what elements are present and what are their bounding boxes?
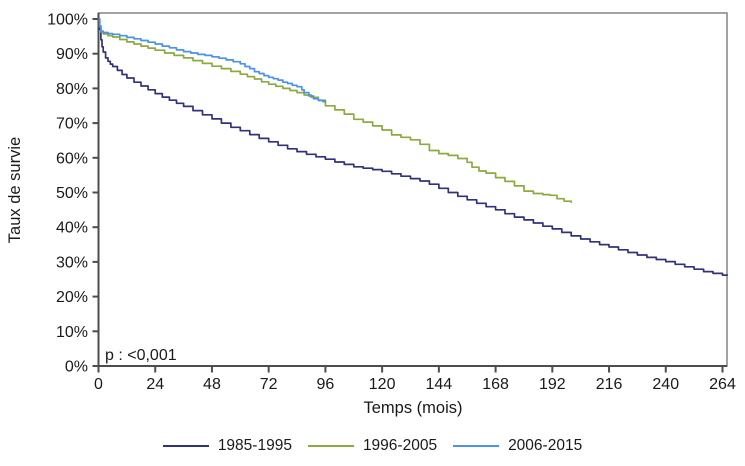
- legend: 1985-1995 1996-2005 2006-2015: [0, 437, 745, 455]
- p-value-annotation: p : <0,001: [105, 347, 177, 364]
- legend-swatch: [162, 445, 209, 447]
- y-tick-label: 90%: [56, 46, 88, 63]
- x-tick-label: 96: [317, 376, 335, 393]
- legend-item-2006-2015: 2006-2015: [453, 437, 582, 455]
- legend-swatch: [453, 445, 500, 447]
- x-tick-label: 144: [426, 376, 453, 393]
- x-tick-label: 48: [203, 376, 221, 393]
- curve-1985-1995: [98, 18, 729, 276]
- x-axis-title: Temps (mois): [363, 399, 462, 417]
- y-tick-label: 70%: [56, 116, 88, 133]
- y-tick-label: 0%: [65, 359, 88, 376]
- y-tick-label: 10%: [56, 324, 88, 341]
- plot-border: [97, 12, 728, 367]
- x-axis-ticks: 0 24 48 72 96 120 144 168 192 216 240 264: [94, 366, 736, 393]
- y-axis-title: Taux de survie: [6, 137, 24, 243]
- y-tick-label: 50%: [56, 185, 88, 202]
- y-tick-label: 80%: [56, 81, 88, 98]
- legend-label: 1996-2005: [362, 437, 438, 454]
- x-tick-label: 216: [596, 376, 623, 393]
- y-tick-label: 100%: [47, 12, 88, 29]
- x-tick-label: 0: [94, 376, 103, 393]
- legend-swatch: [307, 445, 354, 447]
- curve-2006-2015: [98, 18, 327, 103]
- x-tick-label: 168: [482, 376, 509, 393]
- x-tick-label: 72: [260, 376, 278, 393]
- y-axis-ticks: 0% 10% 20% 30% 40% 50% 60% 70% 80% 90% 100%: [47, 12, 99, 376]
- x-tick-label: 120: [369, 376, 396, 393]
- y-tick-label: 60%: [56, 150, 88, 167]
- x-tick-label: 192: [539, 376, 566, 393]
- y-tick-label: 40%: [56, 220, 88, 237]
- legend-item-1985-1995: 1985-1995: [162, 437, 292, 455]
- curve-1996-2005: [98, 18, 573, 203]
- legend-label: 2006-2015: [508, 437, 583, 454]
- legend-label: 1985-1995: [217, 437, 292, 454]
- x-tick-label: 264: [709, 376, 736, 393]
- x-tick-label: 240: [652, 376, 679, 393]
- y-tick-label: 30%: [56, 254, 88, 271]
- x-tick-label: 24: [146, 376, 164, 393]
- y-tick-label: 20%: [56, 289, 88, 306]
- series-curves: [98, 18, 729, 276]
- legend-item-1996-2005: 1996-2005: [307, 437, 438, 455]
